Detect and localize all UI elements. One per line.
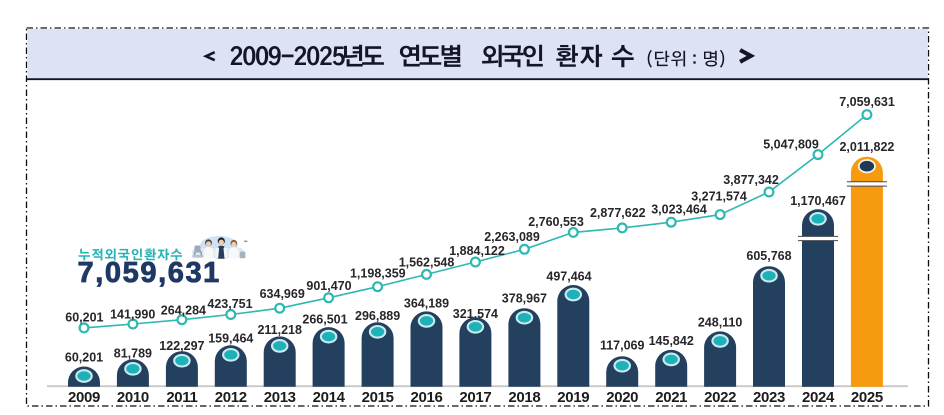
svg-text:2,760,553: 2,760,553 xyxy=(528,215,584,229)
svg-text:2018: 2018 xyxy=(508,389,540,406)
svg-text:321,574: 321,574 xyxy=(453,307,498,321)
svg-text:497,464: 497,464 xyxy=(546,270,591,284)
svg-text:2010: 2010 xyxy=(117,389,149,406)
svg-text:2021: 2021 xyxy=(655,389,687,406)
svg-text:296,889: 296,889 xyxy=(355,309,400,323)
svg-text:2024: 2024 xyxy=(802,389,835,406)
svg-text:378,967: 378,967 xyxy=(502,292,547,306)
svg-text:1,170,467: 1,170,467 xyxy=(790,194,846,208)
svg-text:1,198,359: 1,198,359 xyxy=(350,267,406,281)
svg-text:3,023,464: 3,023,464 xyxy=(651,202,707,216)
svg-text:248,110: 248,110 xyxy=(698,315,743,329)
svg-text:2015: 2015 xyxy=(362,389,394,406)
svg-text:2013: 2013 xyxy=(264,389,296,406)
svg-text:1,562,548: 1,562,548 xyxy=(399,255,455,269)
svg-text:901,470: 901,470 xyxy=(306,279,351,293)
svg-text:2020: 2020 xyxy=(606,389,638,406)
svg-text:423,751: 423,751 xyxy=(207,297,252,311)
svg-text:3,271,574: 3,271,574 xyxy=(691,190,747,204)
svg-text:2,263,089: 2,263,089 xyxy=(484,230,540,244)
svg-text:81,789: 81,789 xyxy=(114,346,152,360)
svg-text:117,069: 117,069 xyxy=(600,339,645,353)
svg-text:266,501: 266,501 xyxy=(302,312,347,326)
svg-text:211,218: 211,218 xyxy=(257,323,302,337)
svg-text:5,047,809: 5,047,809 xyxy=(763,138,819,152)
svg-text:2,877,622: 2,877,622 xyxy=(590,206,646,220)
svg-text:122,297: 122,297 xyxy=(159,339,204,353)
svg-text:364,189: 364,189 xyxy=(404,297,449,311)
svg-text:2012: 2012 xyxy=(215,389,247,406)
svg-text:2025: 2025 xyxy=(851,389,883,406)
svg-text:7,059,631: 7,059,631 xyxy=(78,257,221,289)
svg-text:605,768: 605,768 xyxy=(746,249,791,263)
svg-text:2023: 2023 xyxy=(753,389,785,406)
svg-text:2016: 2016 xyxy=(411,389,443,406)
svg-text:7,059,631: 7,059,631 xyxy=(839,95,895,109)
svg-text:2019: 2019 xyxy=(557,389,589,406)
svg-text:634,969: 634,969 xyxy=(260,287,305,301)
svg-text:2017: 2017 xyxy=(459,389,491,406)
svg-text:264,284: 264,284 xyxy=(161,304,206,318)
svg-text:2014: 2014 xyxy=(313,389,346,406)
svg-text:141,990: 141,990 xyxy=(110,308,155,322)
svg-text:159,464: 159,464 xyxy=(208,332,253,346)
svg-text:2011: 2011 xyxy=(166,389,197,406)
svg-text:60,201: 60,201 xyxy=(65,351,103,365)
svg-text:2009: 2009 xyxy=(68,389,100,406)
svg-text:1,884,122: 1,884,122 xyxy=(449,244,505,258)
svg-text:60,201: 60,201 xyxy=(65,310,103,324)
svg-text:145,842: 145,842 xyxy=(649,334,694,348)
svg-text:2,011,822: 2,011,822 xyxy=(839,140,894,154)
svg-text:2022: 2022 xyxy=(704,389,736,406)
svg-text:3,877,342: 3,877,342 xyxy=(723,173,779,187)
